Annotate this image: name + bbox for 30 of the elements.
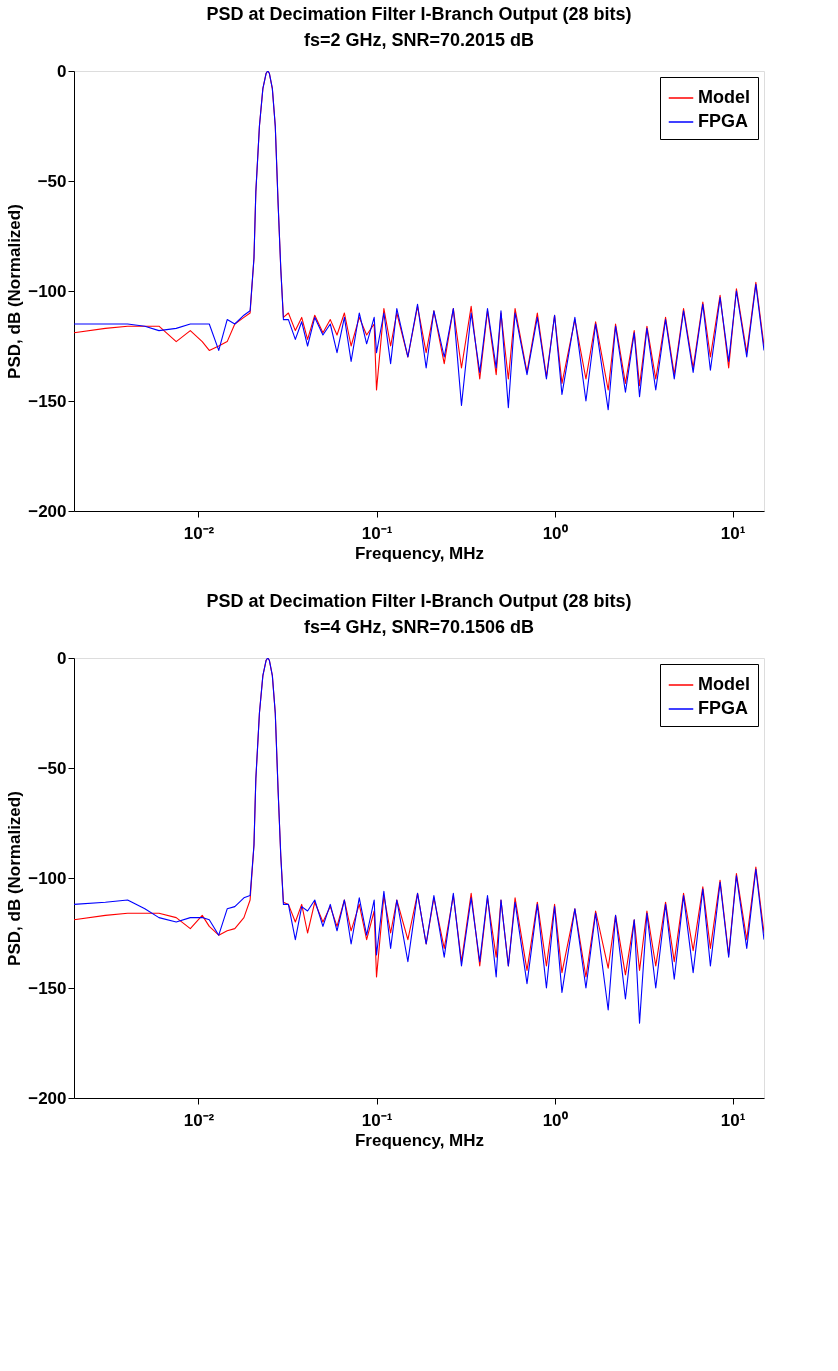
x-axis-title: Frequency, MHz xyxy=(354,543,485,563)
x-tick-label: 10⁻¹ xyxy=(361,523,393,543)
chart-title: PSD at Decimation Filter I-Branch Output (28 bits) xyxy=(206,4,632,24)
y-axis-title: PSD, dB (Normalized) xyxy=(5,791,25,966)
y-tick-label: −200 xyxy=(28,501,67,521)
y-tick-label: −200 xyxy=(28,1088,67,1108)
y-axis-title: PSD, dB (Normalized) xyxy=(5,204,25,379)
x-tick-label: 10¹ xyxy=(720,523,746,543)
y-tick-label: 0 xyxy=(57,61,67,81)
x-tick-label: 10⁰ xyxy=(542,1110,568,1130)
x-tick-label: 10⁰ xyxy=(542,523,568,543)
y-tick-label: −150 xyxy=(28,978,67,998)
legend-label: Model xyxy=(698,674,750,694)
chart-subtitle: fs=4 GHz, SNR=70.1506 dB xyxy=(303,617,535,637)
legend-label: FPGA xyxy=(698,111,749,131)
y-tick-label: −50 xyxy=(37,171,67,191)
x-tick-label: 10⁻¹ xyxy=(361,1110,393,1130)
y-tick-label: −150 xyxy=(28,391,67,411)
y-tick-label: −100 xyxy=(28,281,67,301)
x-axis-title: Frequency, MHz xyxy=(354,1130,485,1150)
y-tick-label: −100 xyxy=(28,868,67,888)
y-tick-label: −50 xyxy=(37,758,67,778)
x-tick-label: 10⁻² xyxy=(183,523,215,543)
x-tick-label: 10¹ xyxy=(720,1110,746,1130)
legend-label: FPGA xyxy=(698,698,749,718)
chart-title: PSD at Decimation Filter I-Branch Output (28 bits) xyxy=(206,591,632,611)
y-tick-label: 0 xyxy=(57,648,67,668)
chart-subtitle: fs=2 GHz, SNR=70.2015 dB xyxy=(303,30,535,50)
legend-label: Model xyxy=(698,87,750,107)
x-tick-label: 10⁻² xyxy=(183,1110,215,1130)
